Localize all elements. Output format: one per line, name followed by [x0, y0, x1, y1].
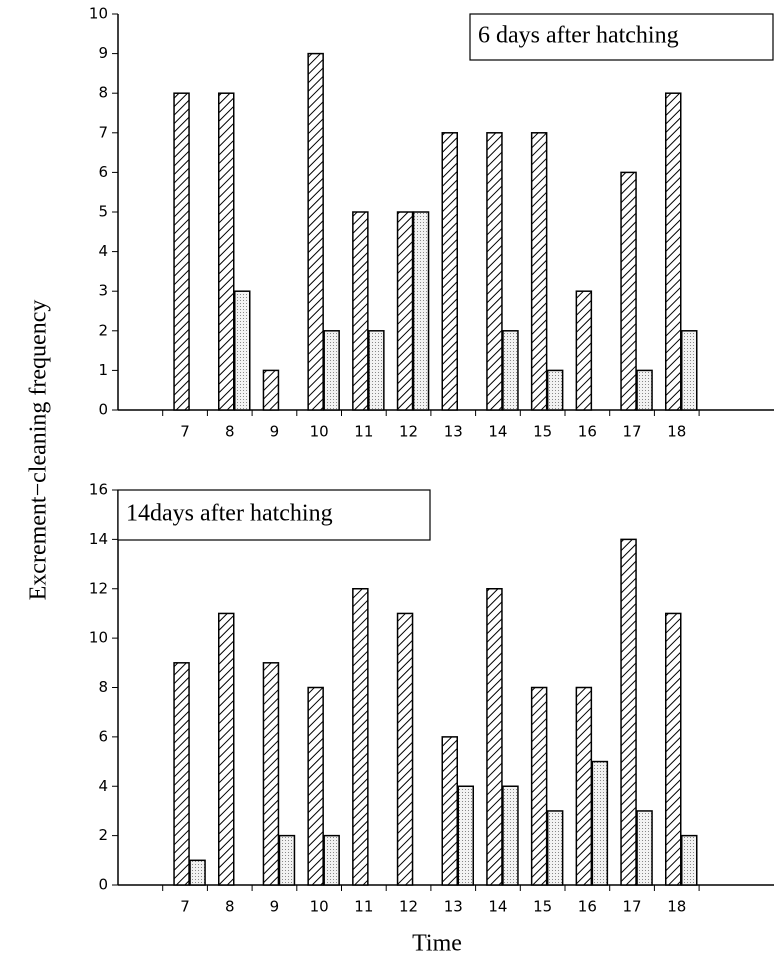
bar — [502, 330, 519, 411]
x-tick-label: 18 — [667, 423, 686, 441]
bar — [441, 736, 458, 886]
bar — [546, 810, 564, 886]
y-tick-label: 14 — [89, 530, 108, 548]
y-tick-label: 2 — [98, 826, 108, 844]
annotation-box — [117, 489, 431, 541]
y-tick-label: 3 — [98, 282, 108, 300]
y-tick-label: 12 — [89, 579, 108, 597]
annotation-box — [469, 13, 774, 61]
x-tick-label: 8 — [225, 423, 235, 441]
bar — [352, 588, 369, 886]
y-tick-label: 8 — [98, 678, 108, 696]
x-tick-label: 17 — [623, 898, 642, 916]
x-tick-label: 7 — [180, 423, 190, 441]
bar — [530, 686, 548, 886]
x-tick-label: 18 — [667, 898, 686, 916]
bar — [665, 612, 682, 886]
annotation: 14days after hatching — [126, 501, 333, 527]
bar — [234, 290, 251, 411]
bar — [620, 538, 637, 886]
x-tick-label: 13 — [444, 898, 463, 916]
y-tick-label: 8 — [98, 84, 108, 102]
bar — [218, 612, 235, 886]
x-tick-label: 12 — [399, 423, 418, 441]
bar — [636, 810, 653, 886]
bar — [368, 330, 385, 411]
y-tick-label: 0 — [98, 401, 108, 419]
bar — [575, 686, 593, 886]
bar — [173, 662, 190, 886]
y-tick-label: 5 — [98, 203, 108, 221]
bar — [636, 369, 653, 411]
bar — [502, 785, 519, 886]
x-tick-label: 15 — [533, 898, 552, 916]
x-tick-label: 9 — [270, 898, 280, 916]
y-tick-label: 9 — [98, 44, 108, 62]
x-tick-label: 8 — [225, 898, 235, 916]
x-tick-label: 11 — [354, 423, 373, 441]
bar — [307, 686, 324, 886]
bar — [546, 369, 564, 411]
y-tick-label: 2 — [98, 321, 108, 339]
bar — [396, 211, 414, 411]
y-tick-label: 10 — [89, 629, 108, 647]
bar — [591, 760, 609, 886]
bar — [218, 92, 235, 411]
annotation: 6 days after hatching — [478, 23, 679, 49]
bar — [189, 859, 206, 886]
bar — [307, 52, 324, 411]
x-tick-label: 10 — [310, 423, 329, 441]
bar — [352, 211, 369, 411]
bar — [278, 834, 296, 886]
bar — [457, 785, 474, 886]
y-tick-label: 4 — [98, 777, 108, 795]
bar — [441, 132, 458, 411]
bar — [323, 330, 340, 411]
x-tick-label: 14 — [488, 898, 507, 916]
x-tick-label: 13 — [444, 423, 463, 441]
x-tick-label: 7 — [180, 898, 190, 916]
x-tick-label: 15 — [533, 423, 552, 441]
bar — [262, 369, 280, 411]
y-tick-label: 1 — [98, 361, 108, 379]
x-tick-label: 16 — [578, 898, 597, 916]
y-tick-label: 6 — [98, 727, 108, 745]
y-tick-label: 4 — [98, 242, 108, 260]
bar — [396, 612, 414, 886]
y-axis-label: Excrement−cleaning frequency — [26, 300, 52, 601]
bar — [681, 330, 698, 411]
bar — [486, 588, 503, 886]
y-tick-label: 16 — [89, 481, 108, 499]
bar — [173, 92, 190, 411]
y-tick-label: 7 — [98, 123, 108, 141]
x-tick-label: 11 — [354, 898, 373, 916]
bar — [681, 834, 698, 886]
bar — [665, 92, 682, 411]
bar — [620, 171, 637, 411]
bar — [323, 834, 340, 886]
y-tick-label: 6 — [98, 163, 108, 181]
x-tick-label: 10 — [310, 898, 329, 916]
x-tick-label: 14 — [488, 423, 507, 441]
x-tick-label: 16 — [578, 423, 597, 441]
x-tick-label: 17 — [623, 423, 642, 441]
y-tick-label: 10 — [89, 5, 108, 23]
bar — [530, 132, 548, 411]
bar — [262, 662, 280, 886]
bar — [575, 290, 593, 411]
bar — [412, 211, 430, 411]
x-tick-label: 12 — [399, 898, 418, 916]
x-tick-label: 9 — [270, 423, 280, 441]
y-tick-label: 0 — [98, 876, 108, 894]
bar — [486, 132, 503, 411]
x-axis-label: Time — [412, 931, 462, 957]
